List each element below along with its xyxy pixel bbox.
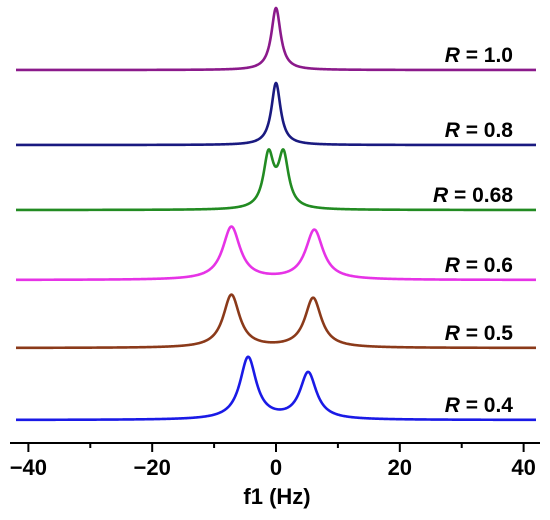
x-axis: −40 −20 0 20 40 [10, 442, 540, 480]
series-label-r-0-5: R = 0.5 [445, 322, 514, 345]
spectrum-line-r-0-68 [15, 148, 537, 212]
x-axis-title: f1 (Hz) [243, 484, 310, 509]
spectrum-line-r-0-8 [15, 81, 537, 147]
series-label-r-0-8: R = 0.8 [445, 119, 514, 142]
series-label-layer: R = 1.0 R = 0.8 R = 0.68 R = 0.6 R = 0.5 R = … [433, 44, 513, 417]
series-layer [15, 6, 537, 422]
x-tick-label: −20 [134, 455, 171, 480]
x-tick-label: −40 [10, 455, 47, 480]
spectrum-line-r-0-6 [15, 225, 537, 282]
spectrum-line-r-1-0 [15, 6, 537, 72]
series-label-r-0-68: R = 0.68 [433, 184, 513, 207]
spectrum-line-r-0-5 [15, 293, 537, 350]
series-label-r-0-6: R = 0.6 [445, 254, 513, 277]
series-label-r-1-0: R = 1.0 [445, 44, 513, 67]
series-label-r-0-4: R = 0.4 [445, 394, 514, 417]
x-tick-label: 20 [388, 455, 412, 480]
x-tick-label: 0 [270, 455, 282, 480]
x-tick-label: 40 [511, 455, 535, 480]
spectrum-line-r-0-4 [15, 355, 537, 422]
